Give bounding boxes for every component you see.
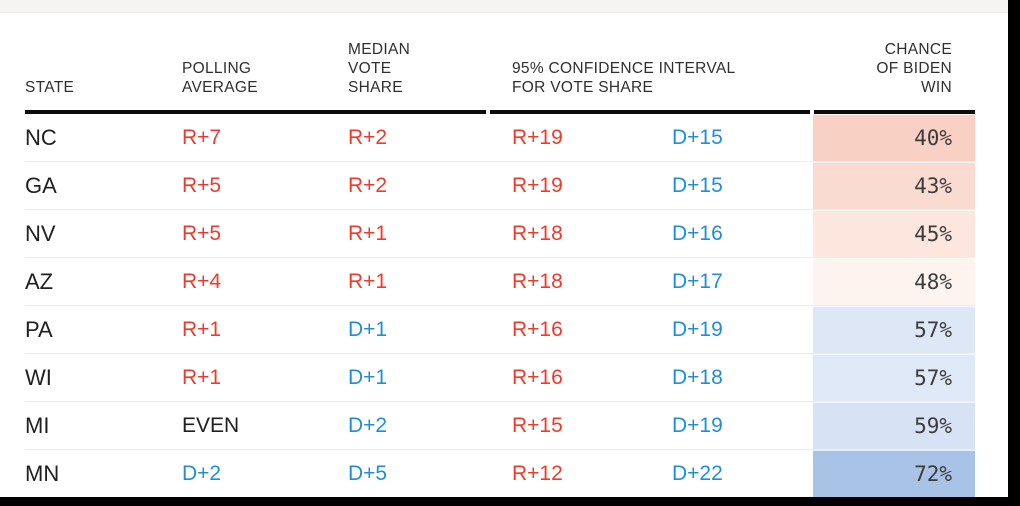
- chance-cell: 59%: [813, 402, 975, 449]
- chance-cell: 40%: [813, 114, 975, 161]
- ci-low-cell: R+16: [512, 317, 563, 341]
- header-rule-segment: [490, 110, 810, 114]
- median-vote-share-cell: D+1: [348, 317, 388, 341]
- ci-high-cell: D+16: [672, 221, 723, 245]
- ci-low-cell: R+19: [512, 125, 563, 149]
- chance-cell: 48%: [813, 258, 975, 305]
- ci-high-cell: D+22: [672, 461, 723, 485]
- header-rule: [25, 110, 975, 114]
- state-cell: GA: [25, 172, 57, 198]
- median-vote-share-cell: R+1: [348, 269, 388, 293]
- state-cell: PA: [25, 316, 53, 342]
- polling-average-cell: R+4: [182, 269, 222, 293]
- median-vote-share-cell: D+5: [348, 461, 388, 485]
- polling-average-cell: EVEN: [182, 413, 240, 437]
- ci-high-cell: D+19: [672, 317, 723, 341]
- top-divider-bar: [0, 0, 1008, 13]
- ci-high-cell: D+17: [672, 269, 723, 293]
- state-cell: NV: [25, 220, 56, 246]
- window-frame-bottom: [0, 497, 1020, 506]
- chance-cell: 43%: [813, 162, 975, 209]
- chance-cell: 57%: [813, 354, 975, 401]
- column-header-state: STATE: [25, 79, 75, 96]
- polling-average-cell: D+2: [182, 461, 222, 485]
- content-card: STATE POLLING AVERAGE MEDIAN VOTE SHARE …: [0, 0, 1008, 497]
- table-row: NV R+5 R+1 R+18 D+16 45%: [25, 209, 975, 257]
- ci-high-cell: D+18: [672, 365, 723, 389]
- polling-average-cell: R+5: [182, 173, 222, 197]
- state-cell: WI: [25, 364, 52, 390]
- ci-low-cell: R+18: [512, 269, 563, 293]
- column-header-polling-average: POLLING AVERAGE: [182, 60, 258, 96]
- ci-high-cell: D+15: [672, 125, 723, 149]
- polling-table: STATE POLLING AVERAGE MEDIAN VOTE SHARE …: [25, 12, 975, 497]
- median-vote-share-cell: R+2: [348, 173, 388, 197]
- chance-cell: 72%: [813, 450, 975, 497]
- state-cell: AZ: [25, 268, 54, 294]
- table-row: PA R+1 D+1 R+16 D+19 57%: [25, 305, 975, 353]
- table-header-row: STATE POLLING AVERAGE MEDIAN VOTE SHARE …: [25, 12, 975, 110]
- ci-low-cell: R+15: [512, 413, 563, 437]
- table-row: GA R+5 R+2 R+19 D+15 43%: [25, 161, 975, 209]
- header-rule-segment: [25, 110, 486, 114]
- chance-cell: 57%: [813, 306, 975, 353]
- polling-average-cell: R+1: [182, 365, 222, 389]
- column-header-confidence-interval: 95% CONFIDENCE INTERVAL FOR VOTE SHARE: [512, 60, 735, 96]
- column-header-chance-of-biden-win: CHANCE OF BIDEN WIN: [876, 41, 952, 96]
- state-cell: NC: [25, 124, 57, 150]
- polling-average-cell: R+1: [182, 317, 222, 341]
- table-row: WI R+1 D+1 R+16 D+18 57%: [25, 353, 975, 401]
- ci-low-cell: R+19: [512, 173, 563, 197]
- ci-high-cell: D+15: [672, 173, 723, 197]
- median-vote-share-cell: R+1: [348, 221, 388, 245]
- ci-low-cell: R+12: [512, 461, 563, 485]
- table-row: MN D+2 D+5 R+12 D+22 72%: [25, 449, 975, 497]
- header-rule-segment: [814, 110, 975, 114]
- state-cell: MN: [25, 460, 60, 486]
- ci-high-cell: D+19: [672, 413, 723, 437]
- table-row: MI EVEN D+2 R+15 D+19 59%: [25, 401, 975, 449]
- median-vote-share-cell: D+1: [348, 365, 388, 389]
- polling-average-cell: R+5: [182, 221, 222, 245]
- polling-average-cell: R+7: [182, 125, 222, 149]
- ci-low-cell: R+18: [512, 221, 563, 245]
- state-cell: MI: [25, 412, 50, 438]
- table-row: AZ R+4 R+1 R+18 D+17 48%: [25, 257, 975, 305]
- median-vote-share-cell: D+2: [348, 413, 388, 437]
- ci-low-cell: R+16: [512, 365, 563, 389]
- chance-cell: 45%: [813, 210, 975, 257]
- column-header-median-vote-share: MEDIAN VOTE SHARE: [348, 41, 411, 96]
- median-vote-share-cell: R+2: [348, 125, 388, 149]
- window-frame-right: [1008, 0, 1020, 506]
- table-row: NC R+7 R+2 R+19 D+15 40%: [25, 114, 975, 161]
